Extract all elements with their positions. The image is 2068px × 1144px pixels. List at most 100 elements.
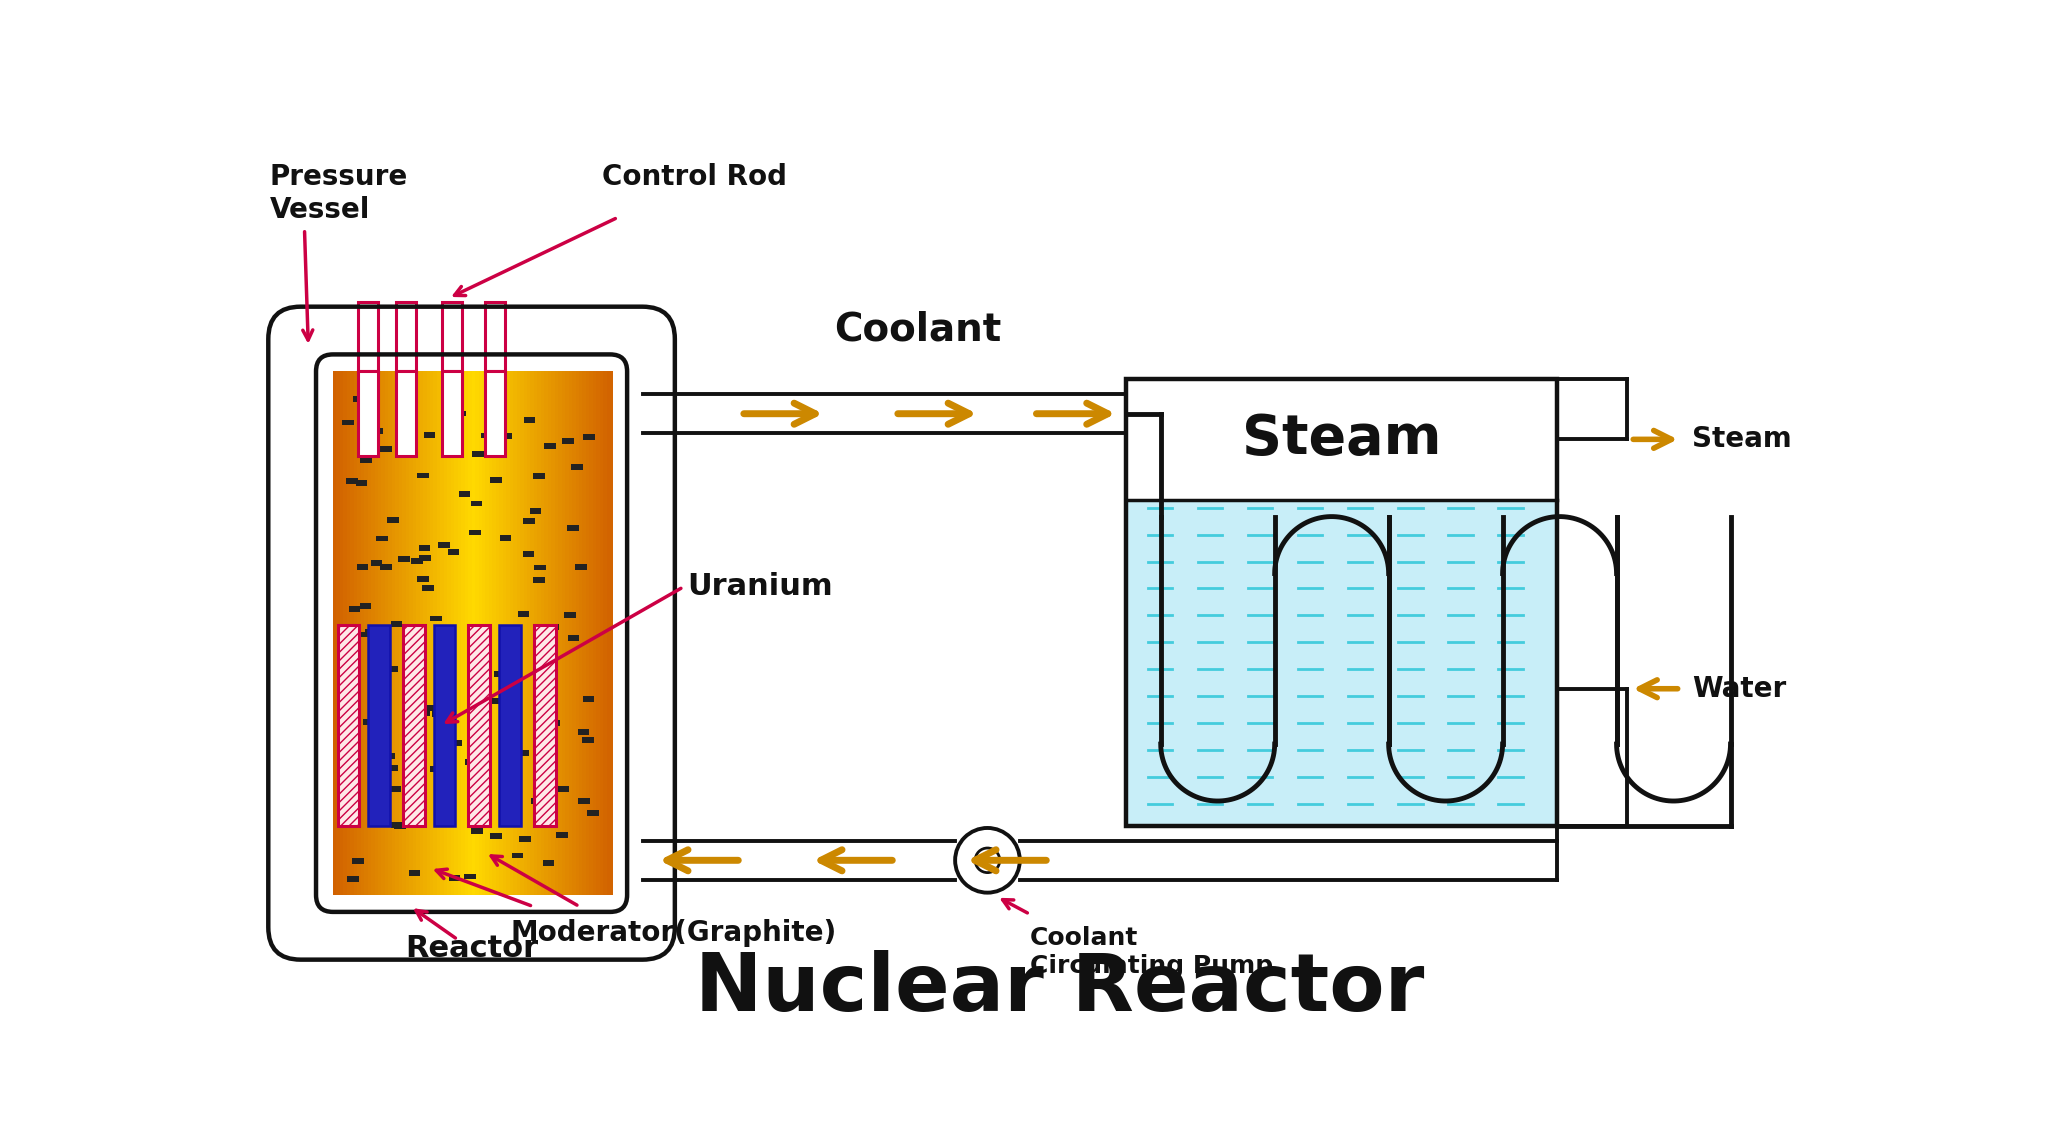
Bar bbox=[434, 734, 447, 740]
Bar bbox=[583, 372, 589, 895]
Bar bbox=[492, 372, 498, 895]
Bar bbox=[519, 372, 527, 895]
Text: Steam: Steam bbox=[1243, 412, 1441, 467]
Bar bbox=[354, 396, 364, 403]
Bar bbox=[434, 372, 440, 895]
Bar bbox=[399, 556, 409, 562]
Bar bbox=[606, 372, 614, 895]
Bar bbox=[455, 411, 467, 416]
Text: Steam: Steam bbox=[1692, 426, 1791, 453]
Bar bbox=[548, 721, 560, 726]
Text: Moderator(Graphite): Moderator(Graphite) bbox=[511, 920, 835, 947]
Bar bbox=[358, 302, 378, 372]
Bar bbox=[333, 372, 339, 895]
Bar bbox=[562, 438, 575, 444]
Bar bbox=[387, 666, 399, 673]
Bar bbox=[482, 372, 488, 895]
Bar bbox=[476, 372, 482, 895]
Bar bbox=[517, 372, 523, 895]
Bar bbox=[488, 698, 500, 704]
Bar bbox=[366, 629, 376, 635]
Bar bbox=[387, 517, 399, 523]
Bar bbox=[370, 372, 378, 895]
Bar bbox=[583, 434, 596, 439]
Bar bbox=[368, 799, 381, 804]
Bar bbox=[430, 372, 436, 895]
Bar bbox=[387, 765, 397, 771]
Bar bbox=[496, 434, 509, 439]
Bar bbox=[418, 710, 430, 716]
Bar bbox=[459, 492, 469, 498]
Bar bbox=[478, 761, 488, 766]
Bar bbox=[472, 372, 478, 895]
Bar bbox=[579, 799, 589, 804]
Bar bbox=[414, 372, 420, 895]
Bar bbox=[370, 758, 381, 764]
Bar bbox=[403, 761, 416, 766]
Bar bbox=[511, 852, 523, 858]
Text: Reactor: Reactor bbox=[405, 935, 538, 963]
Bar bbox=[571, 464, 583, 470]
Bar bbox=[465, 760, 476, 765]
Bar bbox=[531, 799, 542, 804]
Bar bbox=[507, 372, 513, 895]
Bar bbox=[556, 832, 569, 837]
Bar bbox=[517, 750, 529, 756]
Bar bbox=[436, 372, 443, 895]
Bar bbox=[542, 372, 548, 895]
Bar bbox=[403, 626, 424, 826]
Bar bbox=[494, 672, 505, 677]
Bar bbox=[416, 372, 422, 895]
Bar bbox=[496, 372, 503, 895]
Bar bbox=[395, 372, 401, 895]
Bar bbox=[490, 833, 503, 840]
Bar bbox=[385, 372, 391, 895]
Bar bbox=[372, 428, 383, 434]
Bar bbox=[503, 372, 509, 895]
Bar bbox=[562, 372, 569, 895]
Bar bbox=[352, 858, 364, 864]
Text: Pressure
Vessel: Pressure Vessel bbox=[269, 164, 407, 224]
Bar bbox=[569, 372, 575, 895]
Bar bbox=[440, 372, 447, 895]
Bar bbox=[376, 535, 389, 541]
Bar bbox=[554, 372, 560, 895]
Bar bbox=[434, 626, 455, 826]
Bar bbox=[347, 372, 354, 895]
Bar bbox=[426, 372, 432, 895]
Bar bbox=[482, 432, 492, 438]
Bar bbox=[422, 705, 434, 710]
Bar bbox=[467, 372, 476, 895]
Bar bbox=[424, 372, 430, 895]
Bar bbox=[488, 372, 496, 895]
Bar bbox=[418, 575, 428, 582]
Bar bbox=[374, 372, 381, 895]
Bar bbox=[381, 564, 391, 570]
Bar bbox=[509, 372, 517, 895]
Bar bbox=[600, 372, 606, 895]
Bar bbox=[569, 635, 579, 642]
Bar bbox=[478, 372, 486, 895]
Bar bbox=[347, 875, 360, 882]
Text: Coolant: Coolant bbox=[835, 310, 1001, 348]
Bar bbox=[538, 372, 544, 895]
Text: Coolant
Circulating Pump: Coolant Circulating Pump bbox=[1030, 925, 1274, 978]
Bar bbox=[484, 372, 505, 456]
Bar bbox=[422, 586, 434, 591]
Bar bbox=[507, 758, 517, 764]
Bar bbox=[358, 564, 368, 570]
Bar bbox=[420, 555, 430, 561]
Bar bbox=[430, 765, 443, 772]
Bar bbox=[469, 530, 482, 535]
Bar bbox=[513, 372, 519, 895]
Bar bbox=[523, 372, 529, 895]
Text: Water: Water bbox=[1692, 675, 1787, 702]
Bar bbox=[594, 372, 600, 895]
Bar bbox=[465, 372, 472, 895]
Bar bbox=[376, 768, 387, 773]
Bar bbox=[409, 869, 420, 876]
Circle shape bbox=[955, 828, 1020, 892]
Bar bbox=[443, 372, 463, 456]
Bar bbox=[589, 372, 596, 895]
Bar bbox=[370, 559, 383, 565]
